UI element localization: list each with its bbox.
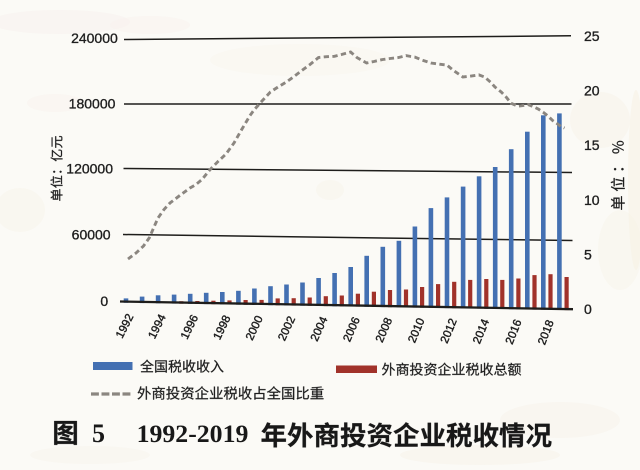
svg-text:5: 5	[584, 246, 592, 262]
svg-text:60000: 60000	[72, 226, 111, 242]
svg-text:0: 0	[100, 293, 108, 309]
svg-text:25: 25	[584, 28, 600, 44]
svg-text:0: 0	[584, 301, 592, 317]
svg-text:240000: 240000	[71, 30, 118, 46]
svg-text:1992-2019: 1992-2019	[137, 419, 249, 448]
svg-text:120000: 120000	[66, 160, 113, 176]
svg-text:5: 5	[92, 419, 105, 448]
svg-text:20: 20	[584, 83, 600, 99]
svg-text:180000: 180000	[69, 96, 116, 112]
svg-text:15: 15	[584, 137, 600, 153]
svg-text:10: 10	[584, 192, 600, 208]
